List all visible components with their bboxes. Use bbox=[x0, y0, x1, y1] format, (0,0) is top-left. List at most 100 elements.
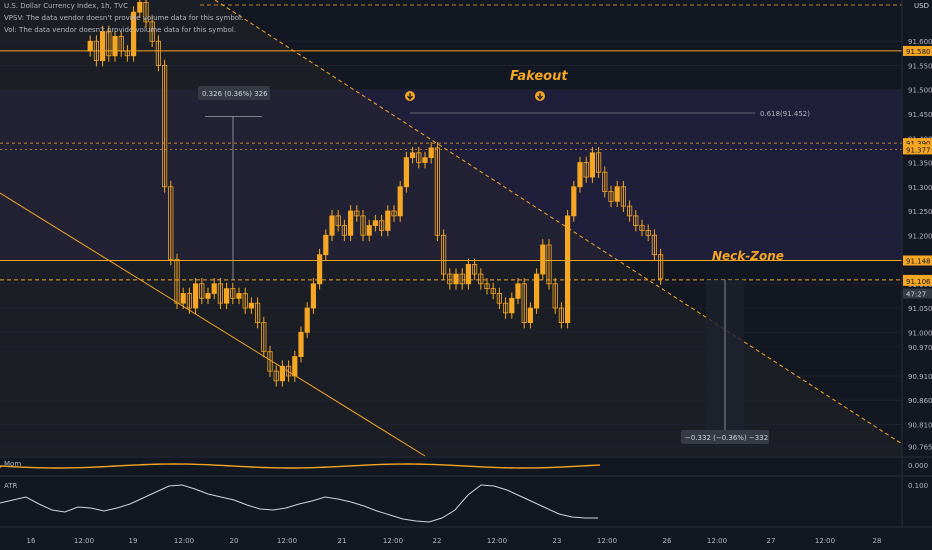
candle bbox=[589, 152, 596, 178]
candle bbox=[130, 11, 137, 57]
candle bbox=[478, 273, 484, 285]
candle bbox=[577, 162, 583, 188]
candle bbox=[608, 191, 614, 202]
y-tick-label: 91.000 bbox=[908, 329, 932, 337]
candle bbox=[87, 40, 93, 52]
price-tag-label: 91.377 bbox=[906, 146, 931, 154]
candle bbox=[658, 254, 664, 280]
candle bbox=[366, 225, 372, 236]
candle bbox=[596, 152, 602, 173]
candle bbox=[93, 40, 99, 62]
candle bbox=[496, 293, 503, 304]
candle bbox=[298, 331, 304, 357]
candle bbox=[254, 302, 261, 323]
candle bbox=[261, 322, 267, 353]
currency-label: USD bbox=[914, 2, 929, 10]
x-tick-label: 16 bbox=[27, 537, 36, 545]
candle bbox=[434, 147, 441, 236]
fakeout-annotation: Fakeout bbox=[510, 69, 568, 84]
candle bbox=[627, 205, 633, 217]
fib-level-label: 0.618(91.452) bbox=[760, 110, 810, 118]
candle bbox=[546, 244, 552, 285]
candle bbox=[236, 293, 242, 299]
candle bbox=[409, 152, 416, 159]
candle bbox=[397, 186, 403, 217]
price-tag bbox=[903, 275, 932, 286]
candle bbox=[199, 283, 205, 299]
candle bbox=[378, 220, 385, 231]
candle bbox=[521, 283, 527, 323]
candle bbox=[242, 293, 248, 309]
x-tick-label: 12:00 bbox=[597, 537, 617, 545]
candle bbox=[440, 234, 447, 275]
candle bbox=[403, 157, 410, 188]
candle bbox=[565, 215, 571, 323]
candle bbox=[100, 31, 106, 62]
candle bbox=[459, 273, 465, 285]
candle bbox=[465, 263, 472, 285]
neck-zone-annotation: Neck-Zone bbox=[712, 249, 784, 263]
momentum-value: 0.000 bbox=[908, 462, 928, 470]
candle bbox=[552, 283, 558, 309]
lower-channel-line bbox=[0, 192, 426, 457]
candle bbox=[428, 147, 434, 159]
y-tick-label: 91.550 bbox=[908, 62, 932, 70]
candle bbox=[453, 273, 459, 285]
candle bbox=[534, 273, 540, 309]
y-tick-label: 91.500 bbox=[908, 87, 932, 95]
candle bbox=[571, 186, 577, 217]
x-tick-label: 20 bbox=[230, 537, 239, 545]
momentum-line bbox=[0, 463, 601, 469]
y-tick-label: 90.970 bbox=[908, 344, 932, 352]
price-tag bbox=[903, 255, 932, 266]
candle bbox=[118, 35, 124, 52]
candle bbox=[558, 307, 565, 323]
x-tick-label: 19 bbox=[129, 537, 138, 545]
atr-pane-label: ATR bbox=[4, 482, 18, 490]
y-tick-label: 91.350 bbox=[908, 160, 932, 168]
candle bbox=[112, 35, 118, 57]
x-tick-label: 12:00 bbox=[815, 537, 835, 545]
arrow-down-circle-icon-glyph bbox=[537, 93, 543, 101]
price-tag-label: 91.148 bbox=[906, 258, 931, 266]
candle bbox=[168, 186, 174, 260]
candle bbox=[155, 40, 161, 66]
momentum-pane-label: Mom bbox=[4, 460, 22, 468]
x-tick-label: 21 bbox=[338, 537, 347, 545]
candle bbox=[651, 234, 658, 256]
candle bbox=[354, 210, 360, 217]
candle bbox=[223, 288, 230, 304]
candle bbox=[583, 162, 589, 178]
candle bbox=[192, 283, 199, 309]
x-tick-label: 26 bbox=[663, 537, 672, 545]
candle bbox=[484, 283, 490, 290]
candle bbox=[310, 283, 317, 309]
measure-down-box bbox=[681, 430, 769, 444]
candle bbox=[347, 210, 354, 236]
measure-up-label: 0.326 (0.36%) 326 bbox=[202, 90, 268, 98]
candle bbox=[292, 356, 298, 377]
candle bbox=[341, 225, 348, 236]
price-tag bbox=[903, 45, 932, 56]
descending-trendline bbox=[214, 0, 903, 445]
candle bbox=[161, 65, 168, 188]
x-tick-label: 12:00 bbox=[707, 537, 727, 545]
candle bbox=[614, 186, 620, 202]
candle bbox=[335, 215, 341, 226]
candle bbox=[372, 220, 379, 226]
vol-note: Vol: The data vendor doesn't provide vol… bbox=[4, 26, 237, 34]
candle bbox=[527, 307, 534, 323]
candle bbox=[645, 230, 651, 236]
candle bbox=[279, 365, 286, 382]
candle bbox=[285, 365, 292, 377]
candle bbox=[273, 370, 279, 382]
candle bbox=[639, 225, 645, 231]
atr-line bbox=[0, 484, 598, 523]
x-tick-label: 12:00 bbox=[74, 537, 94, 545]
candle bbox=[230, 288, 236, 299]
candle bbox=[602, 171, 608, 193]
candle bbox=[316, 254, 323, 285]
y-tick-label: 90.765 bbox=[908, 443, 932, 451]
candle bbox=[391, 210, 397, 217]
